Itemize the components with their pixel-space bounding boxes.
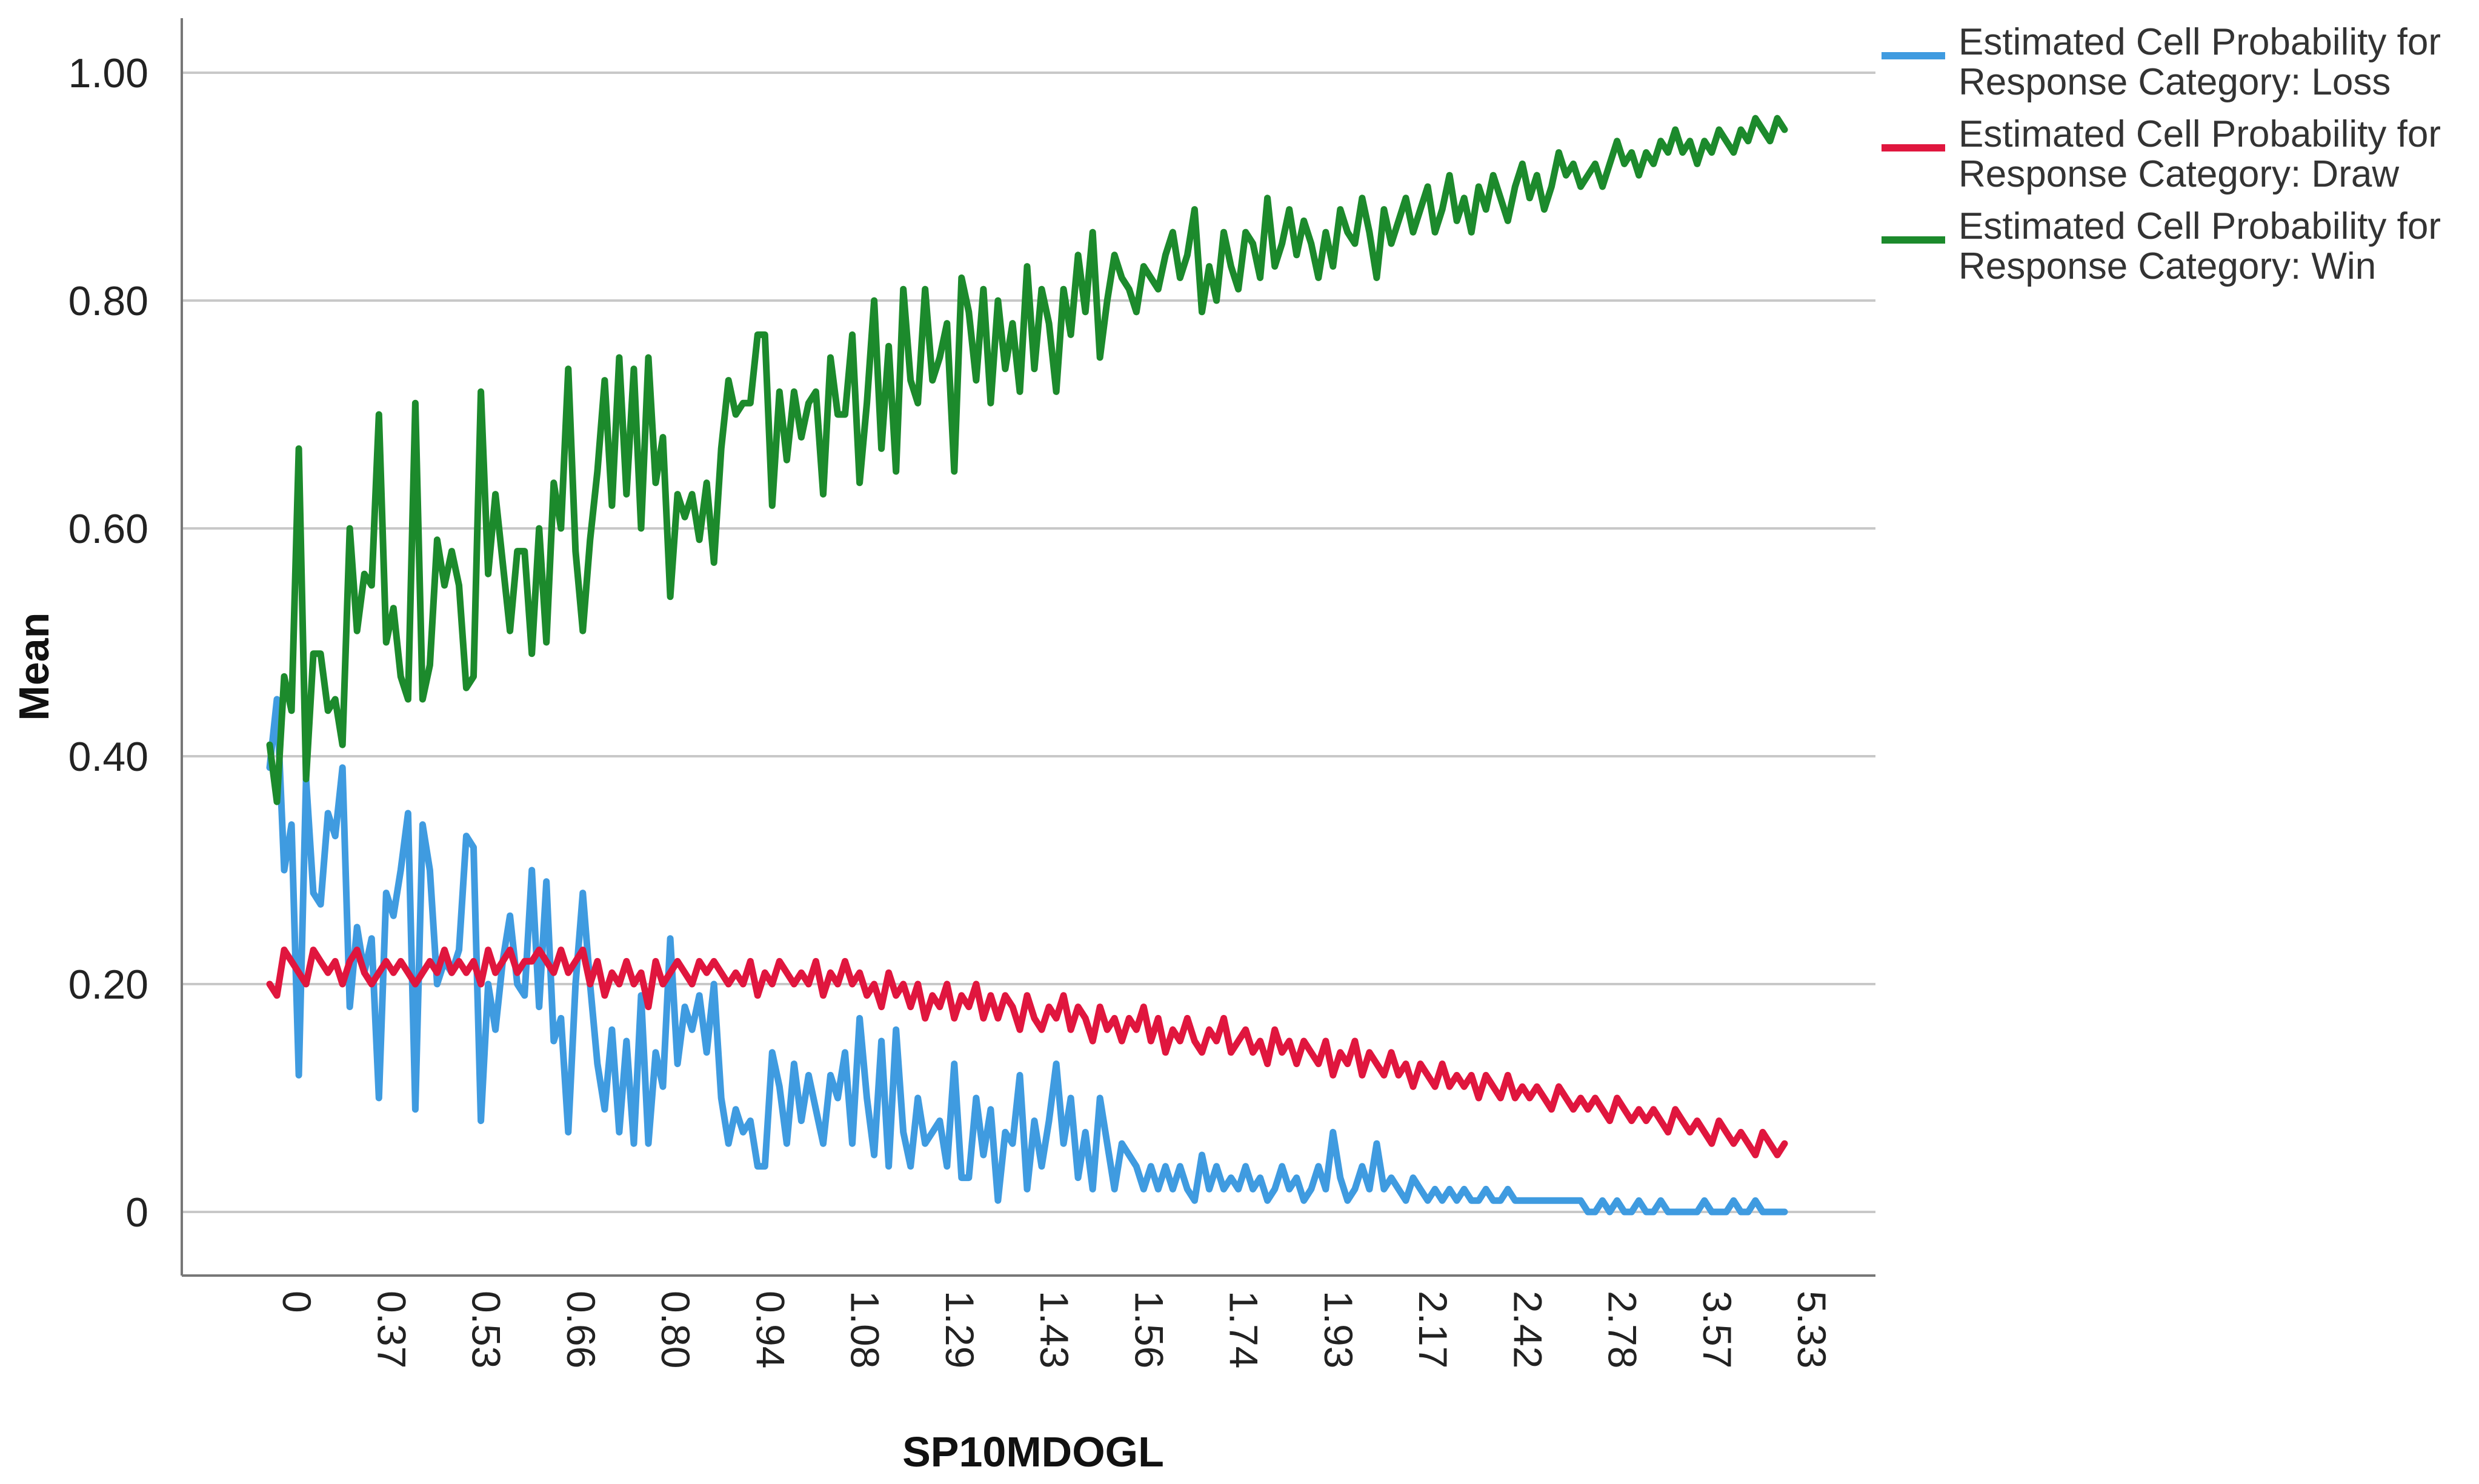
legend-label: Response Category: Draw [1958, 153, 2399, 195]
y-axis-title: Mean [10, 613, 58, 721]
legend-label: Estimated Cell Probability for [1958, 21, 2441, 63]
y-tick-label: 0.40 [68, 734, 148, 780]
series-lines [266, 115, 1788, 1216]
legend-label: Response Category: Loss [1958, 61, 2391, 103]
series-line-win [266, 115, 1788, 805]
series-line-loss [266, 696, 1788, 1216]
y-tick-label: 0.60 [68, 506, 148, 552]
y-tick-label: 0.80 [68, 278, 148, 324]
axes [181, 18, 1875, 1277]
legend-label: Response Category: Win [1958, 245, 2376, 287]
x-axis-title: SP10MDOGL [902, 1428, 1164, 1476]
y-tick-labels: 0 0.20 0.40 0.60 0.80 1.00 [68, 50, 148, 1236]
x-tick-label: 0.53 [464, 1291, 509, 1368]
x-tick-label: 1.74 [1222, 1291, 1266, 1368]
x-tick-label: 0 [275, 1291, 319, 1313]
x-tick-label: 1.93 [1316, 1291, 1361, 1368]
x-tick-label: 1.08 [843, 1291, 888, 1368]
x-tick-label: 5.33 [1789, 1291, 1834, 1368]
x-tick-label: 0.37 [369, 1291, 414, 1368]
x-tick-label: 1.56 [1126, 1291, 1171, 1368]
x-tick-label: 2.42 [1505, 1291, 1550, 1368]
x-tick-label: 2.78 [1600, 1291, 1645, 1368]
x-tick-label: 0.94 [748, 1291, 793, 1368]
x-tick-label: 0.80 [653, 1291, 698, 1368]
x-tick-labels: 0 0.37 0.53 0.66 0.80 0.94 1.08 1.29 1.43 1.56 1.7… [275, 1291, 1834, 1368]
legend-label: Estimated Cell Probability for [1958, 113, 2441, 155]
y-tick-label: 1.00 [68, 50, 148, 96]
y-tick-label: 0.20 [68, 962, 148, 1008]
x-tick-label: 0.66 [559, 1291, 604, 1368]
x-tick-label: 1.43 [1032, 1291, 1077, 1368]
series-line-draw [266, 947, 1788, 1159]
x-tick-label: 3.57 [1695, 1291, 1740, 1368]
x-tick-label: 1.29 [937, 1291, 982, 1368]
x-tick-label: 2.17 [1411, 1291, 1456, 1368]
legend-label: Estimated Cell Probability for [1958, 205, 2441, 247]
gridlines [182, 72, 1875, 1213]
y-tick-label: 0 [125, 1190, 148, 1236]
